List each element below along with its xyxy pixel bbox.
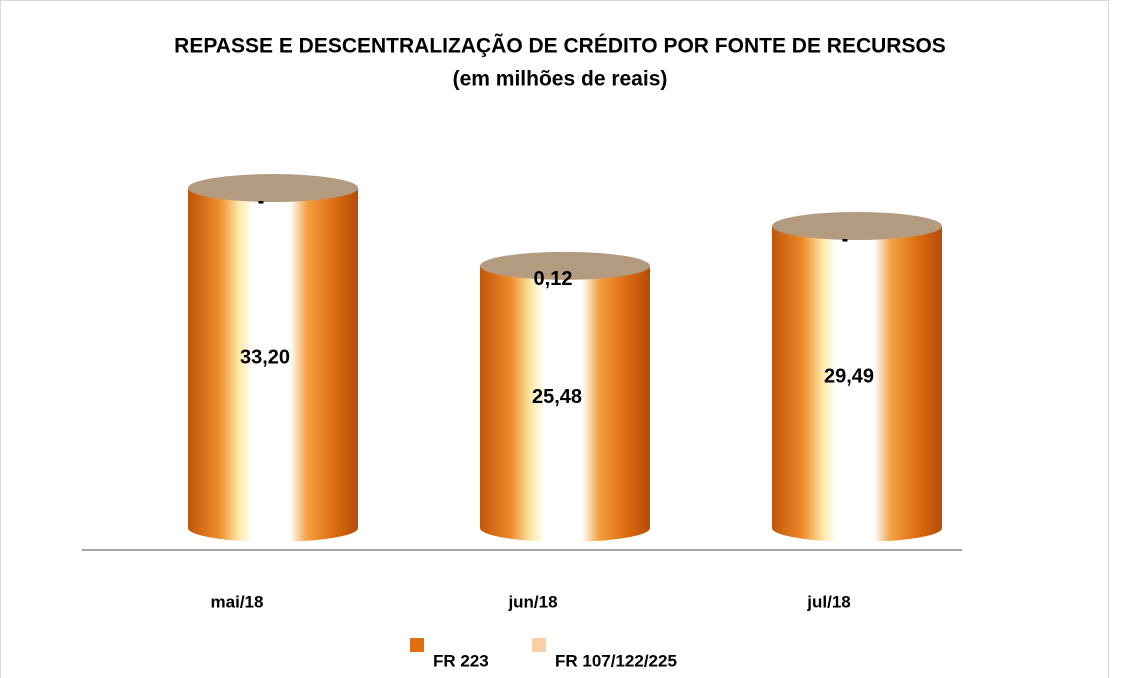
value-label: 29,49 bbox=[824, 365, 874, 387]
x-tick-label: jun/18 bbox=[507, 592, 557, 611]
cylinder-top bbox=[772, 211, 942, 240]
legend-label: FR 223 bbox=[433, 651, 489, 670]
x-tick-label: mai/18 bbox=[211, 592, 264, 611]
bar-segment bbox=[772, 225, 942, 529]
cylinder-top bbox=[480, 251, 650, 280]
value-label: 25,48 bbox=[532, 386, 582, 408]
bar-segment bbox=[188, 188, 358, 528]
value-label: - bbox=[258, 190, 265, 212]
x-tick-label: jul/18 bbox=[806, 592, 850, 611]
legend-swatch bbox=[532, 638, 546, 652]
bar-segment bbox=[480, 267, 650, 528]
value-label: - bbox=[842, 228, 849, 250]
chart-subtitle: (em milhões de reais) bbox=[453, 68, 668, 91]
legend-swatch bbox=[410, 638, 424, 652]
cylinder-top bbox=[188, 174, 358, 202]
value-label: 33,20 bbox=[240, 346, 290, 368]
legend-label: FR 107/122/225 bbox=[555, 651, 677, 670]
chart-title: REPASSE E DESCENTRALIZAÇÃO DE CRÉDITO PO… bbox=[174, 35, 946, 58]
value-label: 0,12 bbox=[534, 268, 573, 290]
